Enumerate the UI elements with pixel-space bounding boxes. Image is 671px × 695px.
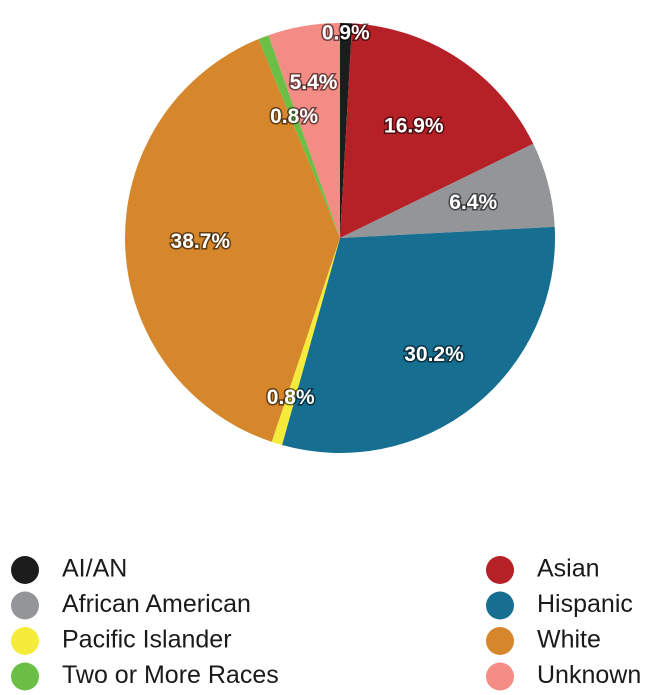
legend-swatch — [11, 662, 39, 691]
pie-slice — [271, 238, 340, 446]
legend-swatch — [486, 591, 514, 620]
legend-swatch — [11, 556, 39, 584]
legend-label: AI/AN — [62, 555, 127, 583]
legend-swatch — [486, 627, 514, 655]
legend-label: Pacific Islander — [62, 626, 232, 654]
legend-label: African American — [62, 590, 251, 618]
legend-label: White — [537, 626, 601, 654]
pie-slice — [282, 226, 555, 454]
pie-slice — [340, 23, 353, 238]
slice-label: 0.8% — [270, 105, 318, 128]
pie-slice — [268, 23, 340, 238]
legend-label: Two or More Races — [62, 661, 279, 689]
legend-label: Unknown — [537, 661, 641, 689]
slice-label: 5.4% — [290, 71, 338, 94]
slice-label: 30.2% — [404, 343, 464, 366]
legend-label: Hispanic — [537, 590, 633, 618]
legend-swatch — [486, 556, 514, 584]
legend-swatch — [11, 627, 39, 655]
legend-swatch — [11, 591, 39, 620]
pie-slice — [125, 39, 340, 442]
slice-label: 0.9% — [322, 21, 370, 44]
pie-slice — [258, 35, 340, 239]
slice-label: 0.8% — [267, 386, 315, 409]
slice-label: 16.9% — [384, 115, 444, 138]
legend-label: Asian — [537, 555, 600, 583]
slice-label: 38.7% — [171, 230, 231, 253]
slice-label: 6.4% — [449, 191, 497, 214]
pie-slice — [340, 143, 555, 238]
legend-swatch — [486, 662, 514, 691]
pie-slice — [340, 23, 534, 238]
